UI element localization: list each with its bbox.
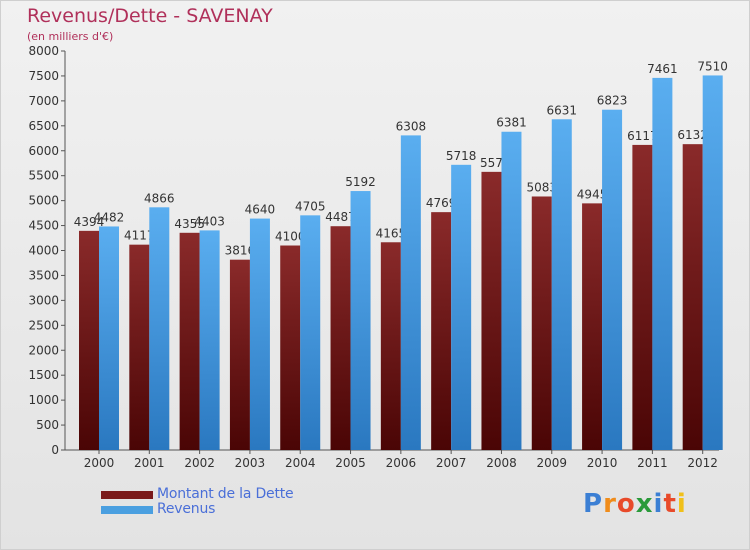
data-label-dette: 4355 [174, 217, 205, 231]
bar-dette [79, 230, 99, 450]
proxiti-logo: Proxiti [583, 489, 687, 519]
x-tick-label: 2001 [134, 456, 165, 470]
bar-dette [632, 144, 653, 451]
logo-letter: x [635, 489, 654, 519]
data-label-revenus: 6823 [597, 94, 628, 108]
data-label-revenus: 5192 [345, 175, 376, 189]
y-tick-label: 7500 [28, 69, 59, 83]
y-tick-label: 500 [36, 418, 59, 432]
y-tick-label: 7000 [28, 94, 59, 108]
x-tick-label: 2010 [587, 456, 618, 470]
bar-revenus [400, 135, 421, 451]
bar-dette [229, 259, 250, 450]
x-tick-label: 2000 [84, 456, 115, 470]
data-label-dette: 4117 [124, 229, 155, 243]
bar-revenus [602, 109, 623, 450]
y-tick-label: 8000 [28, 44, 59, 58]
x-tick-label: 2006 [386, 456, 417, 470]
legend-label-dette: Montant de la Dette [157, 486, 294, 502]
bar-revenus [551, 119, 572, 451]
data-label-revenus: 6308 [396, 119, 427, 133]
logo-letter: i [676, 489, 687, 519]
y-tick-label: 4000 [28, 244, 59, 258]
bar-dette [330, 226, 351, 450]
y-tick-label: 4500 [28, 219, 59, 233]
x-tick-label: 2004 [285, 456, 316, 470]
data-label-dette: 557 [480, 156, 503, 170]
logo-letter: i [653, 489, 664, 519]
x-tick-label: 2012 [687, 456, 718, 470]
data-label-revenus: 4640 [245, 203, 276, 217]
legend-label-revenus: Revenus [157, 501, 216, 517]
bar-dette [682, 144, 703, 450]
data-label-revenus: 6381 [496, 116, 527, 130]
y-tick-label: 5000 [28, 194, 59, 208]
data-label-dette: 3816 [225, 244, 256, 258]
bar-dette [179, 232, 200, 450]
y-tick-label: 6500 [28, 119, 59, 133]
bar-dette [280, 245, 301, 450]
logo-letter: r [603, 489, 617, 519]
y-tick-label: 1500 [28, 368, 59, 382]
x-tick-label: 2011 [637, 456, 668, 470]
bar-revenus [199, 230, 220, 450]
data-label-revenus: 7510 [697, 59, 728, 73]
data-label-dette: 4394 [74, 215, 105, 229]
y-tick-label: 6000 [28, 144, 59, 158]
logo-letter: t [663, 489, 677, 519]
data-label-revenus: 4403 [194, 214, 225, 228]
data-label-dette: 6132 [677, 128, 708, 142]
data-label-revenus: 4482 [94, 210, 125, 224]
bar-revenus [702, 75, 723, 450]
y-tick-label: 2000 [28, 343, 59, 357]
bar-revenus [451, 164, 472, 450]
bar-dette [481, 171, 502, 451]
y-tick-label: 3000 [28, 293, 59, 307]
data-label-dette: 4769 [426, 196, 457, 210]
bar-dette [380, 242, 401, 450]
y-tick-label: 3500 [28, 268, 59, 282]
bar-dette [431, 212, 452, 450]
chart-title: Revenus/Dette - SAVENAY [27, 5, 273, 27]
logo-letter: o [616, 489, 636, 519]
data-label-dette: 4487 [325, 210, 356, 224]
y-tick-label: 5500 [28, 169, 59, 183]
bar-revenus [350, 191, 371, 450]
x-tick-label: 2005 [335, 456, 366, 470]
y-tick-label: 0 [51, 443, 59, 457]
x-tick-label: 2003 [235, 456, 266, 470]
bar-revenus [652, 77, 673, 450]
bar-dette [582, 203, 603, 450]
data-label-revenus: 4866 [144, 191, 175, 205]
data-label-dette: 4165 [376, 226, 407, 240]
x-tick-label: 2007 [436, 456, 467, 470]
bar-revenus [501, 131, 522, 450]
bar-revenus [149, 207, 170, 450]
data-label-dette: 5083 [526, 180, 557, 194]
data-label-dette: 4100 [275, 230, 306, 244]
bar-dette [129, 244, 150, 450]
bar-revenus [300, 215, 321, 450]
bar-revenus [99, 226, 119, 450]
data-label-revenus: 4705 [295, 199, 326, 213]
legend-swatch-revenus [101, 506, 153, 514]
x-tick-label: 2008 [486, 456, 517, 470]
y-tick-label: 2500 [28, 318, 59, 332]
y-tick-label: 1000 [28, 393, 59, 407]
logo-letter: P [583, 489, 604, 519]
data-label-revenus: 6631 [546, 103, 577, 117]
chart-subtitle: (en milliers d'€) [27, 30, 114, 43]
data-label-revenus: 7461 [647, 62, 678, 76]
bar-revenus [249, 218, 270, 450]
legend-swatch-dette [101, 491, 153, 499]
bar-dette [531, 196, 552, 450]
data-label-revenus: 5718 [446, 149, 477, 163]
x-tick-label: 2009 [536, 456, 567, 470]
data-label-dette: 6117 [627, 129, 658, 143]
x-tick-label: 2002 [184, 456, 215, 470]
data-label-dette: 4945 [577, 187, 608, 201]
